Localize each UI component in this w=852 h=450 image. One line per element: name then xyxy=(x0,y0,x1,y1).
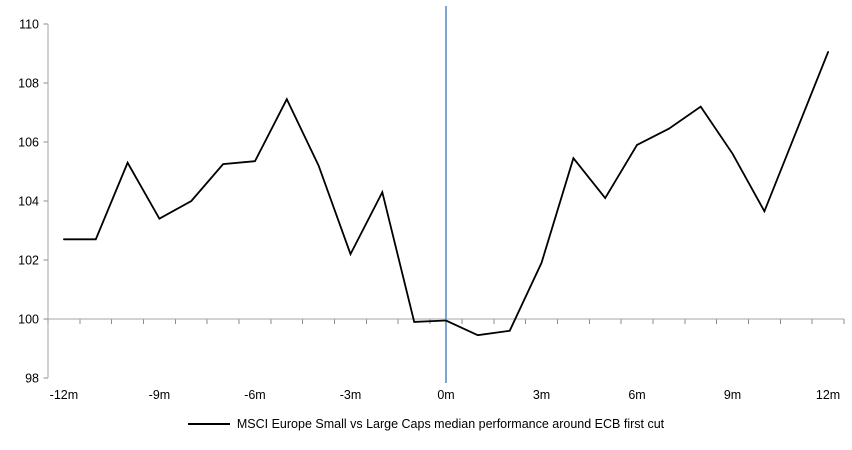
y-axis-labels: 98 100 102 104 106 108 110 xyxy=(18,18,39,386)
y-tick-label: 106 xyxy=(18,136,39,150)
legend-label: MSCI Europe Small vs Large Caps median p… xyxy=(236,417,665,431)
x-tick-label: -9m xyxy=(149,388,171,402)
x-tick-label: 6m xyxy=(628,388,645,402)
x-tick-label: -3m xyxy=(340,388,362,402)
x-tick-label: -6m xyxy=(244,388,266,402)
x-tick-label: 9m xyxy=(724,388,741,402)
y-axis: 98 100 102 104 106 108 110 xyxy=(18,18,49,386)
y-tick-label: 102 xyxy=(18,254,39,268)
series-line xyxy=(63,51,829,337)
x-tick-label: 3m xyxy=(533,388,550,402)
x-tick-label: 12m xyxy=(816,388,840,402)
x-tick-label: -12m xyxy=(50,388,78,402)
legend: MSCI Europe Small vs Large Caps median p… xyxy=(0,417,852,431)
x-axis-labels: -12m -9m -6m -3m 0m 3m 6m 9m 12m xyxy=(50,388,841,402)
series-group xyxy=(63,51,829,337)
y-tick-label: 100 xyxy=(18,313,39,327)
x-axis-ticks xyxy=(47,319,845,324)
y-tick-label: 110 xyxy=(19,18,39,32)
y-tick-label: 98 xyxy=(25,372,39,386)
legend-line-icon xyxy=(187,423,230,425)
y-tick-label: 108 xyxy=(18,77,39,91)
x-tick-label: 0m xyxy=(437,388,454,402)
y-tick-label: 104 xyxy=(18,195,39,209)
y-axis-ticks xyxy=(43,23,48,379)
